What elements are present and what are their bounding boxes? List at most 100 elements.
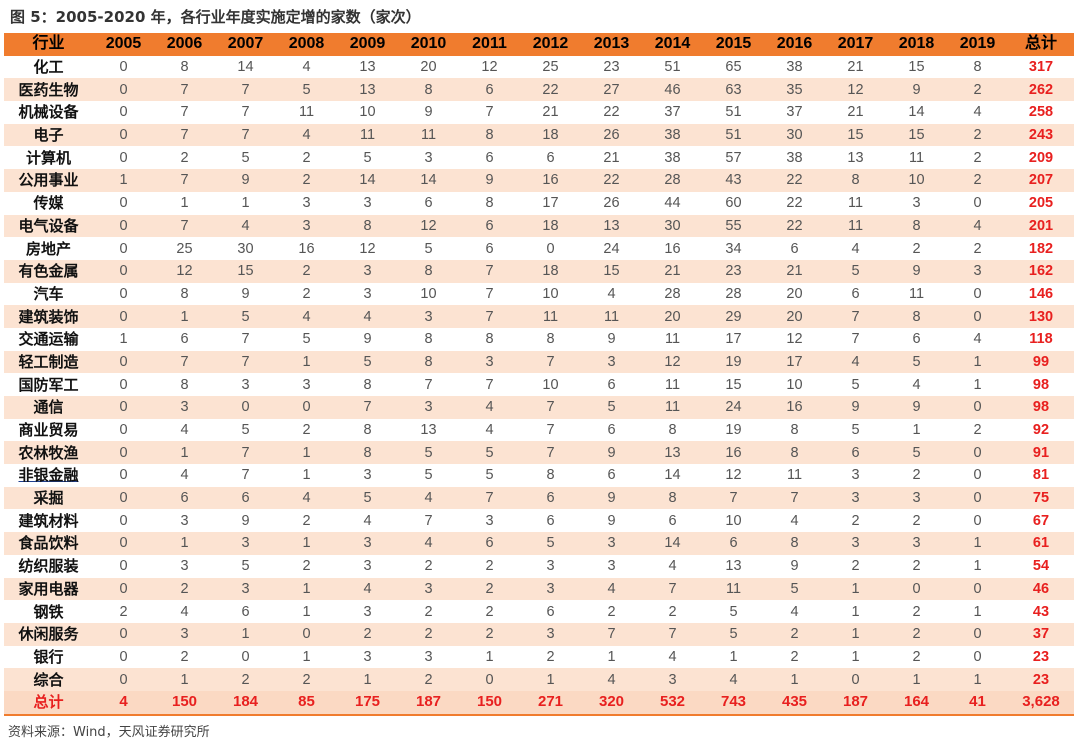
value-cell: 5 bbox=[398, 237, 459, 260]
row-total-cell: 118 bbox=[1008, 327, 1074, 351]
value-cell: 5 bbox=[825, 259, 886, 283]
value-cell: 22 bbox=[520, 78, 581, 102]
value-cell: 2 bbox=[93, 600, 154, 623]
value-cell: 3 bbox=[337, 191, 398, 215]
value-cell: 2 bbox=[276, 282, 337, 306]
value-cell: 20 bbox=[764, 305, 825, 328]
value-cell: 6 bbox=[703, 532, 764, 555]
value-cell: 38 bbox=[764, 146, 825, 170]
value-cell: 16 bbox=[276, 237, 337, 260]
value-cell: 1 bbox=[886, 668, 947, 691]
value-cell: 2 bbox=[886, 622, 947, 646]
value-cell: 12 bbox=[825, 78, 886, 102]
row-total-cell: 317 bbox=[1008, 55, 1074, 79]
value-cell: 2 bbox=[215, 668, 276, 691]
value-cell: 38 bbox=[642, 146, 703, 170]
value-cell: 0 bbox=[947, 622, 1008, 646]
value-cell: 5 bbox=[398, 464, 459, 487]
value-cell: 7 bbox=[215, 101, 276, 124]
value-cell: 11 bbox=[703, 577, 764, 601]
year-total-cell: 743 bbox=[703, 690, 764, 716]
industry-cell: 电子 bbox=[4, 123, 93, 147]
row-total-cell: 92 bbox=[1008, 418, 1074, 442]
value-cell: 4 bbox=[276, 123, 337, 147]
value-cell: 7 bbox=[215, 123, 276, 147]
value-cell: 4 bbox=[154, 600, 215, 623]
value-cell: 5 bbox=[520, 532, 581, 555]
value-cell: 8 bbox=[764, 418, 825, 442]
value-cell: 7 bbox=[398, 509, 459, 533]
row-total-cell: 46 bbox=[1008, 577, 1074, 601]
value-cell: 8 bbox=[764, 532, 825, 555]
table-row: 化工 0 8 14 4 13 20 12 25 23 51 65 38 21 15 8 317 bbox=[4, 55, 1074, 79]
value-cell: 1 bbox=[703, 645, 764, 669]
value-cell: 5 bbox=[398, 441, 459, 465]
value-cell: 2 bbox=[276, 259, 337, 283]
row-total-cell: 243 bbox=[1008, 123, 1074, 147]
value-cell: 10 bbox=[520, 373, 581, 396]
value-cell: 6 bbox=[459, 78, 520, 102]
industry-cell: 食品饮料 bbox=[4, 532, 93, 555]
value-cell: 2 bbox=[398, 622, 459, 646]
value-cell: 1 bbox=[581, 645, 642, 669]
value-cell: 6 bbox=[520, 509, 581, 533]
header-year: 2009 bbox=[337, 33, 398, 56]
value-cell: 5 bbox=[459, 464, 520, 487]
value-cell: 3 bbox=[215, 373, 276, 396]
value-cell: 18 bbox=[520, 123, 581, 147]
table-row: 轻工制造 0 7 7 1 5 8 3 7 3 12 19 17 4 5 1 99 bbox=[4, 350, 1074, 374]
value-cell: 4 bbox=[947, 327, 1008, 351]
value-cell: 9 bbox=[825, 396, 886, 419]
value-cell: 12 bbox=[459, 55, 520, 79]
value-cell: 3 bbox=[215, 532, 276, 555]
table-row: 房地产 0 25 30 16 12 5 6 0 24 16 34 6 4 2 2 182 bbox=[4, 237, 1074, 260]
industry-cell: 有色金属 bbox=[4, 259, 93, 283]
row-total-cell: 262 bbox=[1008, 78, 1074, 102]
row-total-cell: 162 bbox=[1008, 259, 1074, 283]
row-total-cell: 75 bbox=[1008, 486, 1074, 510]
value-cell: 2 bbox=[459, 622, 520, 646]
value-cell: 2 bbox=[581, 600, 642, 623]
value-cell: 3 bbox=[825, 532, 886, 555]
value-cell: 4 bbox=[764, 600, 825, 623]
value-cell: 18 bbox=[520, 259, 581, 283]
row-total-cell: 23 bbox=[1008, 668, 1074, 691]
value-cell: 0 bbox=[947, 441, 1008, 465]
value-cell: 2 bbox=[886, 554, 947, 578]
table-row: 汽车 0 8 9 2 3 10 7 10 4 28 28 20 6 11 0 146 bbox=[4, 282, 1074, 306]
year-total-cell: 187 bbox=[825, 690, 886, 716]
value-cell: 1 bbox=[276, 464, 337, 487]
value-cell: 5 bbox=[581, 396, 642, 419]
value-cell: 4 bbox=[215, 214, 276, 238]
value-cell: 2 bbox=[154, 645, 215, 669]
value-cell: 63 bbox=[703, 78, 764, 102]
header-year: 2016 bbox=[764, 33, 825, 56]
table-row: 休闲服务 0 3 1 0 2 2 2 3 7 7 5 2 1 2 0 37 bbox=[4, 622, 1074, 646]
figure-title: 图 5：2005-2020 年，各行业年度实施定增的家数（家次） bbox=[10, 8, 421, 26]
value-cell: 9 bbox=[398, 101, 459, 124]
industry-cell: 纺织服装 bbox=[4, 554, 93, 578]
row-total-cell: 98 bbox=[1008, 373, 1074, 396]
value-cell: 2 bbox=[459, 577, 520, 601]
value-cell: 8 bbox=[154, 282, 215, 306]
value-cell: 9 bbox=[215, 509, 276, 533]
value-cell: 5 bbox=[825, 418, 886, 442]
value-cell: 4 bbox=[703, 668, 764, 691]
value-cell: 10 bbox=[398, 282, 459, 306]
totals-row: 总计 4 150 184 85 175 187 150 271 320 532 743 435 187 16… bbox=[4, 690, 1074, 716]
value-cell: 2 bbox=[337, 622, 398, 646]
value-cell: 0 bbox=[93, 214, 154, 238]
table-row: 银行 0 2 0 1 3 3 1 2 1 4 1 2 1 2 0 23 bbox=[4, 645, 1074, 669]
value-cell: 1 bbox=[93, 169, 154, 192]
value-cell: 2 bbox=[886, 645, 947, 669]
value-cell: 4 bbox=[276, 305, 337, 328]
value-cell: 0 bbox=[947, 486, 1008, 510]
value-cell: 2 bbox=[947, 123, 1008, 147]
value-cell: 3 bbox=[337, 282, 398, 306]
value-cell: 10 bbox=[520, 282, 581, 306]
table-row: 综合 0 1 2 2 1 2 0 1 4 3 4 1 0 1 1 23 bbox=[4, 668, 1074, 691]
value-cell: 8 bbox=[154, 373, 215, 396]
value-cell: 7 bbox=[459, 373, 520, 396]
value-cell: 6 bbox=[825, 282, 886, 306]
value-cell: 4 bbox=[459, 418, 520, 442]
